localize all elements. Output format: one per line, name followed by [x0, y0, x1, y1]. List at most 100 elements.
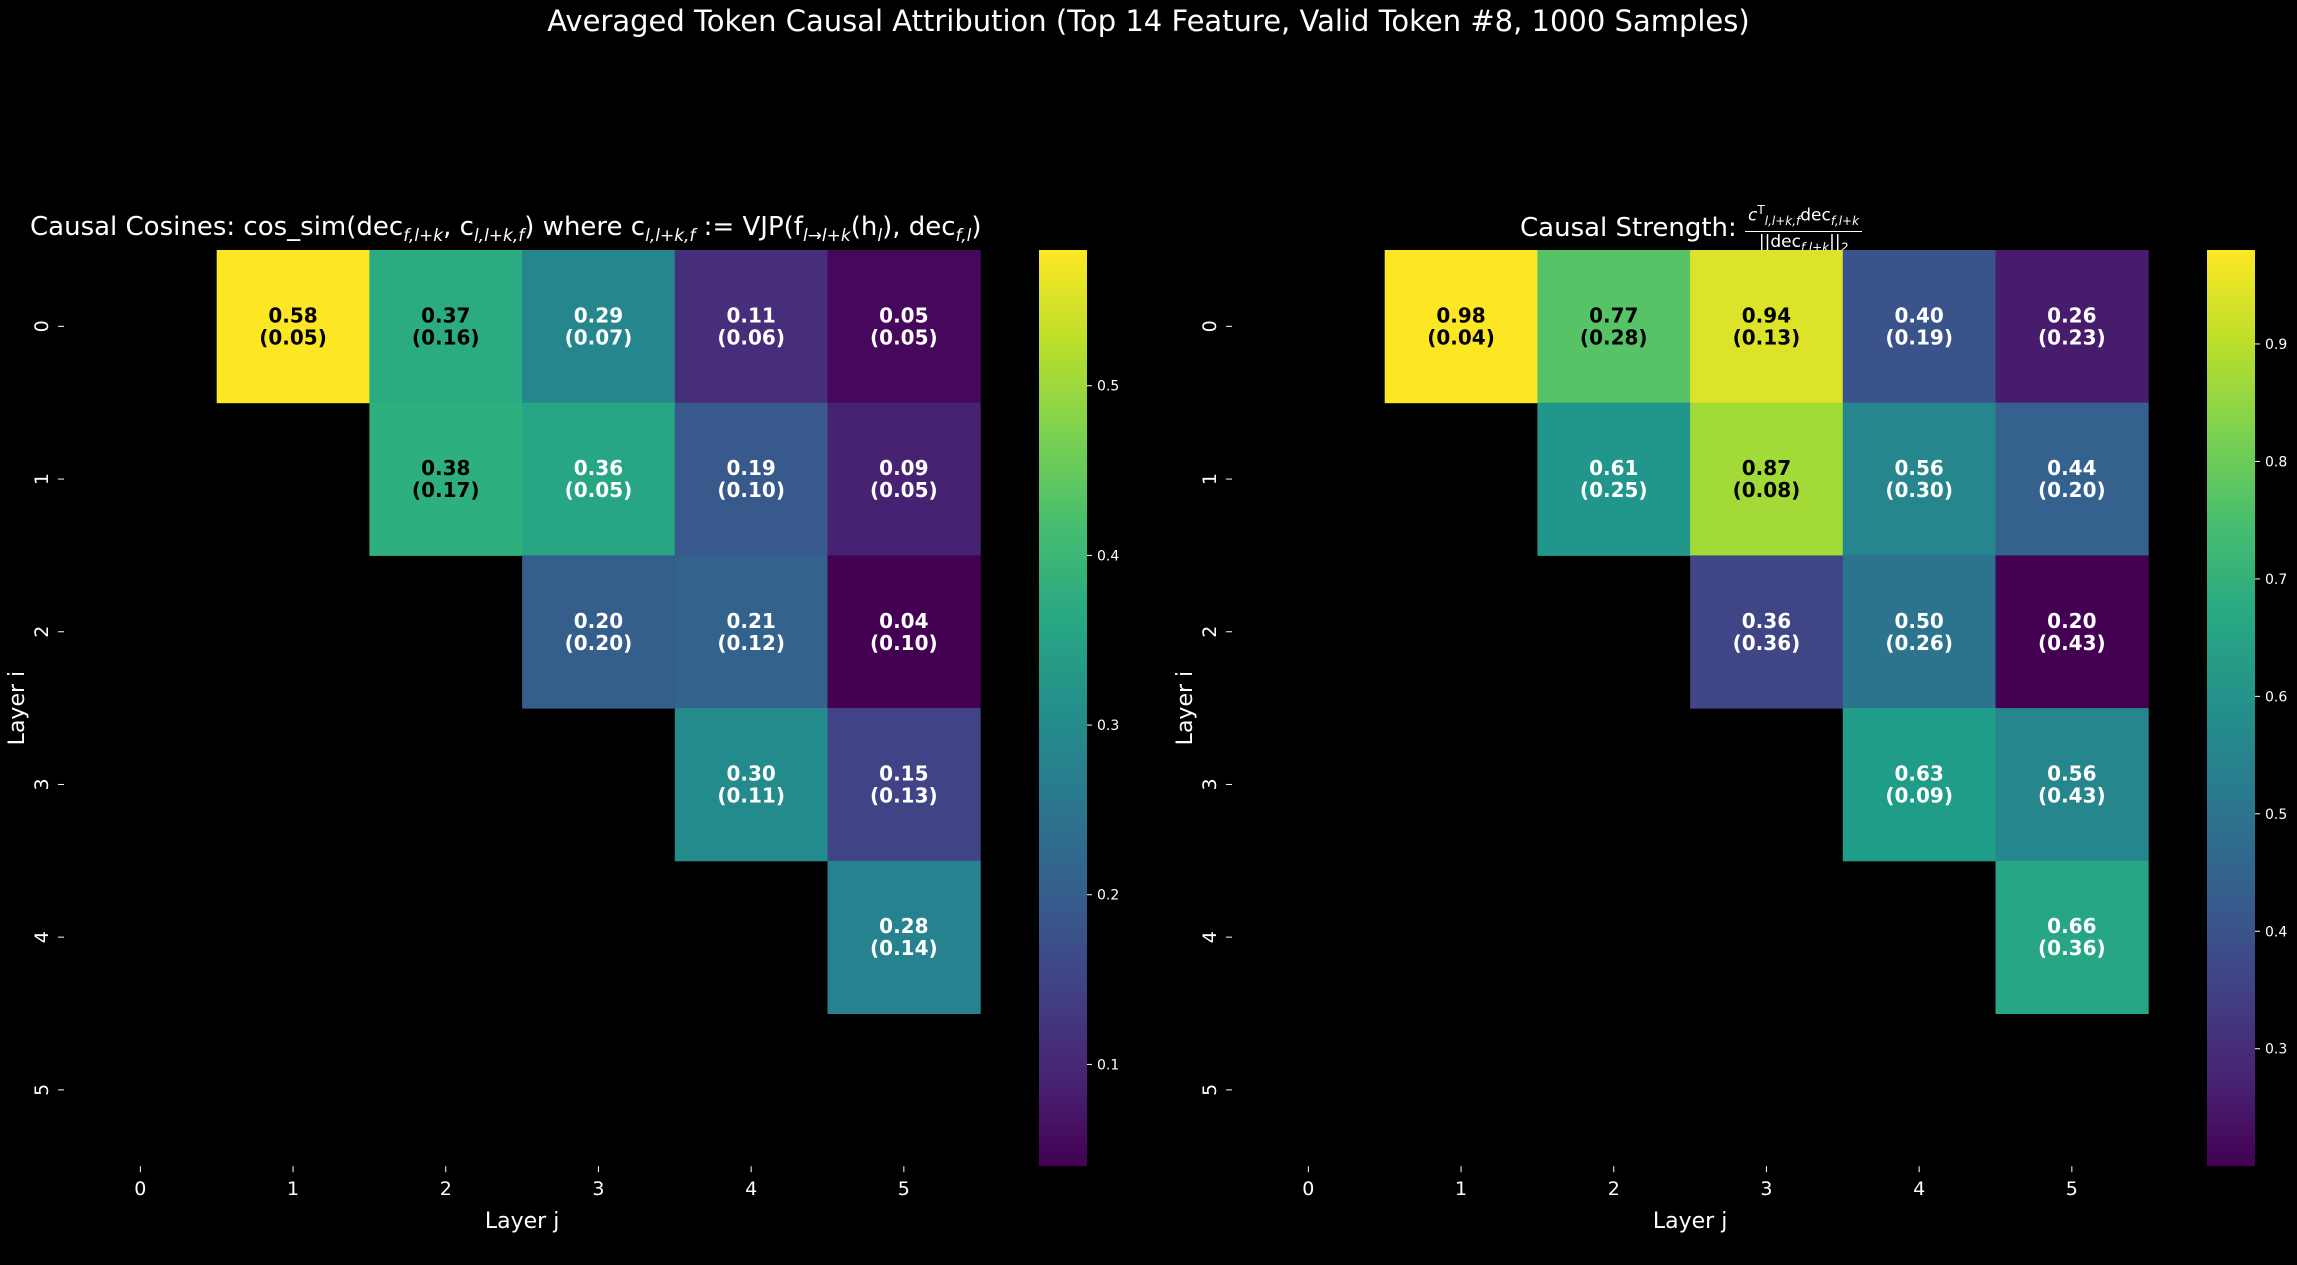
- cell-value-label: 0.63: [1894, 761, 1943, 785]
- x-tick-label: 1: [287, 1178, 299, 1200]
- colorbar-tick-label: 0.4: [2265, 924, 2287, 940]
- cell-value-label: 0.04: [879, 609, 928, 633]
- cell-std-label: (0.05): [259, 325, 327, 349]
- colorbar-tick-label: 0.2: [1097, 888, 1119, 904]
- cell-std-label: (0.07): [565, 325, 633, 349]
- heatmap-cell: [674, 555, 828, 709]
- cell-std-label: (0.25): [1580, 478, 1648, 502]
- heatmap-cell: [1537, 250, 1691, 404]
- cell-std-label: (0.12): [717, 631, 785, 655]
- cell-std-label: (0.17): [412, 478, 480, 502]
- cell-std-label: (0.04): [1427, 325, 1495, 349]
- colorbar-tick-label: 0.5: [1097, 379, 1119, 395]
- heatmap-cell: [1842, 555, 1996, 709]
- cell-std-label: (0.16): [412, 325, 480, 349]
- x-axis-label: Layer j: [485, 1209, 559, 1234]
- cell-std-label: (0.14): [870, 936, 938, 960]
- cell-value-label: 0.77: [1589, 303, 1638, 327]
- cell-std-label: (0.13): [870, 783, 938, 807]
- heatmap-cell: [827, 860, 981, 1014]
- heatmap-cell: [1690, 402, 1844, 556]
- cell-value-label: 0.87: [1742, 456, 1791, 480]
- x-tick-label: 0: [1302, 1178, 1314, 1200]
- colorbar-tick-label: 0.6: [2265, 689, 2287, 705]
- heatmap-cell: [369, 402, 523, 556]
- y-tick-label: 0: [1199, 320, 1221, 332]
- heatmap-cell: [827, 708, 981, 862]
- cell-std-label: (0.36): [2038, 936, 2106, 960]
- colorbar-tick-label: 0.3: [2265, 1042, 2287, 1058]
- x-tick-label: 1: [1455, 1178, 1467, 1200]
- y-tick-label: 5: [31, 1084, 53, 1096]
- causal-strength-heatmap: 0.98(0.04)0.77(0.28)0.94(0.13)0.40(0.19)…: [1173, 250, 2287, 1234]
- heatmap-cell: [522, 250, 676, 404]
- heatmap-cell: [827, 555, 981, 709]
- colorbar-tick-label: 0.4: [1097, 548, 1119, 564]
- heatmap-cell: [1995, 250, 2149, 404]
- y-tick-label: 2: [1199, 626, 1221, 638]
- colorbar-tick-label: 0.3: [1097, 718, 1119, 734]
- heatmap-cell: [674, 402, 828, 556]
- cell-value-label: 0.26: [2047, 303, 2096, 327]
- y-axis-label: Layer i: [5, 671, 30, 745]
- cell-std-label: (0.08): [1733, 478, 1801, 502]
- cell-value-label: 0.37: [421, 303, 470, 327]
- cell-std-label: (0.05): [565, 478, 633, 502]
- causal-cosines-heatmap: 0.58(0.05)0.37(0.16)0.29(0.07)0.11(0.06)…: [5, 250, 1119, 1234]
- x-axis-label: Layer j: [1653, 1209, 1727, 1234]
- y-tick-label: 5: [1199, 1084, 1221, 1096]
- heatmap-cell: [216, 250, 370, 404]
- cell-std-label: (0.05): [870, 478, 938, 502]
- heatmap-cell: [1995, 708, 2149, 862]
- right-panel-title: Causal Strength: cTl,l+k,fdecf,l+k ||dec…: [1520, 200, 1863, 257]
- colorbar-tick-label: 0.1: [1097, 1057, 1119, 1073]
- cell-std-label: (0.10): [717, 478, 785, 502]
- cell-value-label: 0.36: [1742, 609, 1791, 633]
- cell-value-label: 0.94: [1742, 303, 1791, 327]
- heatmap-cell: [522, 555, 676, 709]
- x-tick-label: 2: [440, 1178, 452, 1200]
- cell-std-label: (0.43): [2038, 783, 2106, 807]
- x-tick-label: 2: [1608, 1178, 1620, 1200]
- heatmap-cell: [827, 402, 981, 556]
- cell-value-label: 0.29: [574, 303, 623, 327]
- cell-std-label: (0.36): [1733, 631, 1801, 655]
- cell-value-label: 0.30: [726, 761, 775, 785]
- colorbar-tick-label: 0.8: [2265, 454, 2287, 470]
- cell-std-label: (0.06): [717, 325, 785, 349]
- cell-value-label: 0.15: [879, 761, 928, 785]
- heatmap-cell: [1995, 555, 2149, 709]
- heatmap-cell: [1842, 708, 1996, 862]
- x-tick-label: 0: [134, 1178, 146, 1200]
- cell-std-label: (0.20): [2038, 478, 2106, 502]
- x-tick-label: 3: [1760, 1178, 1772, 1200]
- cell-value-label: 0.36: [574, 456, 623, 480]
- cell-std-label: (0.23): [2038, 325, 2106, 349]
- cell-std-label: (0.30): [1885, 478, 1953, 502]
- colorbar: [1039, 250, 1087, 1167]
- y-tick-label: 1: [1199, 473, 1221, 485]
- heatmap-cell: [827, 250, 981, 404]
- colorbar-tick-label: 0.9: [2265, 337, 2287, 353]
- cell-value-label: 0.40: [1894, 303, 1943, 327]
- y-tick-label: 1: [31, 473, 53, 485]
- cell-value-label: 0.61: [1589, 456, 1638, 480]
- y-tick-label: 0: [31, 320, 53, 332]
- cell-std-label: (0.43): [2038, 631, 2106, 655]
- heatmap-cell: [1690, 555, 1844, 709]
- cell-value-label: 0.56: [2047, 761, 2096, 785]
- heatmap-cell: [1842, 402, 1996, 556]
- cell-value-label: 0.20: [574, 609, 623, 633]
- left-panel-title: Causal Cosines: cos_sim(decf,l+k, cl,l+k…: [30, 212, 982, 247]
- y-tick-label: 2: [31, 626, 53, 638]
- heatmap-cell: [1690, 250, 1844, 404]
- colorbar-tick-label: 0.5: [2265, 807, 2287, 823]
- cell-value-label: 0.20: [2047, 609, 2096, 633]
- y-axis-label: Layer i: [1173, 671, 1198, 745]
- colorbar-tick-label: 0.7: [2265, 572, 2287, 588]
- heatmap-cell: [1995, 860, 2149, 1014]
- cell-std-label: (0.26): [1885, 631, 1953, 655]
- cell-std-label: (0.13): [1733, 325, 1801, 349]
- cell-value-label: 0.21: [726, 609, 775, 633]
- cell-value-label: 0.38: [421, 456, 470, 480]
